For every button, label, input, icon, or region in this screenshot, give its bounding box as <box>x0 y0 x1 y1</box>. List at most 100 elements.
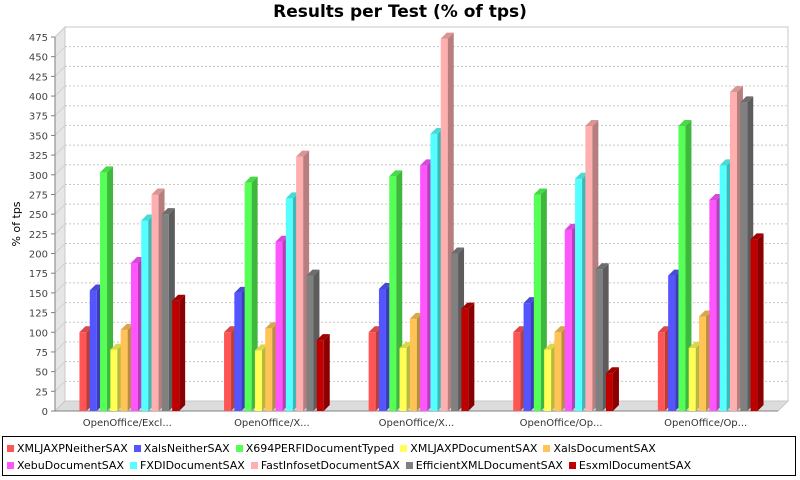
bar-top <box>130 256 144 263</box>
bar-top <box>306 269 320 276</box>
bar-top <box>378 282 392 289</box>
y-tick-label: 175 <box>29 269 48 280</box>
bar-top <box>678 119 692 126</box>
bar-front <box>285 198 293 411</box>
bar-front <box>275 241 283 411</box>
gridline-side <box>54 164 66 176</box>
bar-front <box>79 332 87 411</box>
legend-item: EfficientXMLDocumentSAX <box>405 459 563 472</box>
gridline-side <box>54 223 66 235</box>
bar-front <box>750 239 758 411</box>
bar-front <box>172 300 180 411</box>
bar-front <box>420 165 428 411</box>
bar-front <box>740 102 748 412</box>
bar-top <box>141 214 155 221</box>
legend-label: XalsNeitherSAX <box>143 442 230 455</box>
bar-top <box>513 326 527 333</box>
bar-top <box>719 159 733 166</box>
gridline-side <box>54 184 66 195</box>
bar-front <box>440 38 448 411</box>
gridline-side <box>54 321 66 333</box>
bar-top <box>151 188 165 195</box>
bar-top <box>605 367 619 374</box>
gridline-side <box>54 262 66 274</box>
legend-swatch <box>7 445 14 452</box>
bar-top <box>544 343 558 350</box>
bar-front <box>575 178 583 411</box>
bar-front <box>254 350 262 411</box>
bar-front <box>668 275 676 411</box>
bar-front <box>130 262 138 411</box>
bar-front <box>709 199 717 411</box>
y-tick-label: 200 <box>29 250 48 261</box>
bar-front <box>461 308 469 411</box>
gridline-side <box>54 203 66 215</box>
gridline-side <box>54 302 66 313</box>
bar-side <box>612 367 619 411</box>
bar-front <box>699 316 707 411</box>
legend-item: X694PERFIDocumentTyped <box>235 442 395 455</box>
bar-front <box>585 125 593 412</box>
x-tick-label: OpenOffice/Op... <box>520 418 603 429</box>
bar-front <box>378 288 386 411</box>
bar-top <box>709 193 723 200</box>
bar-front <box>430 133 438 411</box>
legend-swatch <box>400 445 408 452</box>
legend-item: EsxmlDocumentSAX <box>568 459 691 472</box>
y-tick-label: 400 <box>29 92 48 103</box>
bar-front <box>678 125 686 412</box>
legend-label: FXDIDocumentSAX <box>140 459 245 472</box>
bar-top <box>296 150 310 157</box>
bar-top <box>523 297 537 304</box>
y-tick-label: 50 <box>35 368 48 379</box>
bar-side <box>468 302 475 411</box>
legend-label: XMLJAXPNeitherSAX <box>17 442 128 455</box>
bar-top <box>389 170 403 177</box>
bar-front <box>100 172 108 411</box>
bar-top <box>172 294 186 301</box>
y-tick-label: 150 <box>29 289 48 300</box>
bar-chart: 0 25 50 75 100 125 150 175 200 225 250 275 300 325 350… <box>10 25 790 429</box>
gridline-side <box>54 341 66 353</box>
bar-front <box>729 92 737 412</box>
y-tick-label: 0 <box>42 407 48 418</box>
legend-item: XebuDocumentSAX <box>7 459 124 472</box>
legend-label: EfficientXMLDocumentSAX <box>415 459 563 472</box>
legend-item: XMLJAXPDocumentSAX <box>400 442 537 455</box>
plot-side-wall <box>54 25 66 413</box>
y-tick-label: 250 <box>29 210 48 221</box>
bar-top <box>89 284 103 291</box>
bar-front <box>409 318 417 411</box>
legend-row: XebuDocumentSAX FXDIDocumentSAX FastInfose… <box>7 457 791 474</box>
y-tick-label: 125 <box>29 309 48 320</box>
bar-front <box>316 340 324 411</box>
bar-top <box>275 235 289 242</box>
y-tick-label: 350 <box>29 131 48 142</box>
bar-side <box>323 334 330 411</box>
legend-swatch <box>405 462 413 469</box>
gridline-side <box>54 66 66 77</box>
bar-top <box>399 342 413 349</box>
legend-swatch <box>7 462 14 469</box>
legend-row: XMLJAXPNeitherSAX XalsNeitherSAX X694PERFI… <box>7 440 791 457</box>
gridline-side <box>54 380 66 392</box>
legend-item: FXDIDocumentSAX <box>130 459 245 472</box>
bar-top <box>409 312 423 319</box>
bar-front <box>368 332 376 411</box>
bar-top <box>451 247 465 254</box>
bar-front <box>224 332 232 411</box>
gridline-side <box>54 144 66 156</box>
bar-top <box>100 166 114 173</box>
legend-label: X694PERFIDocumentTyped <box>245 442 395 455</box>
bar-front <box>234 292 242 411</box>
bar-side <box>179 294 186 411</box>
bar-front <box>533 194 541 411</box>
x-tick-label: OpenOffice/Op... <box>664 418 747 429</box>
bar-front <box>399 348 407 411</box>
bar-top <box>161 208 175 215</box>
y-tick-label: 450 <box>29 53 48 64</box>
bar-top <box>79 326 93 333</box>
bar-top <box>120 323 134 330</box>
bar-top <box>585 119 599 126</box>
gridline-side <box>54 85 66 97</box>
